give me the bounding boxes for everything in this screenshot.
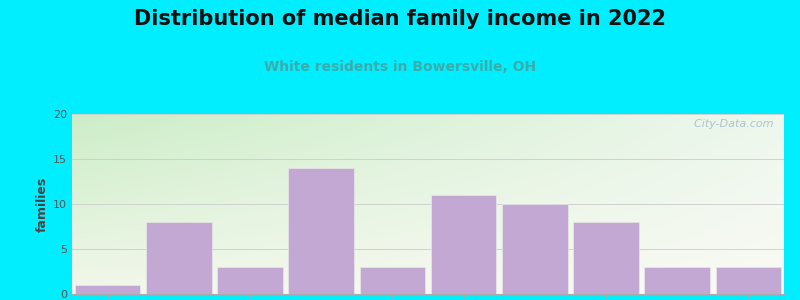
Bar — [431, 195, 496, 294]
Bar — [716, 267, 781, 294]
Bar — [645, 267, 710, 294]
Text: City-Data.com: City-Data.com — [687, 119, 774, 129]
Bar — [289, 168, 354, 294]
Y-axis label: families: families — [36, 176, 49, 232]
Text: Distribution of median family income in 2022: Distribution of median family income in … — [134, 9, 666, 29]
Bar — [574, 222, 638, 294]
Bar — [502, 204, 567, 294]
Bar — [218, 267, 282, 294]
Text: White residents in Bowersville, OH: White residents in Bowersville, OH — [264, 60, 536, 74]
Bar — [75, 285, 140, 294]
Bar — [146, 222, 211, 294]
Bar — [360, 267, 425, 294]
